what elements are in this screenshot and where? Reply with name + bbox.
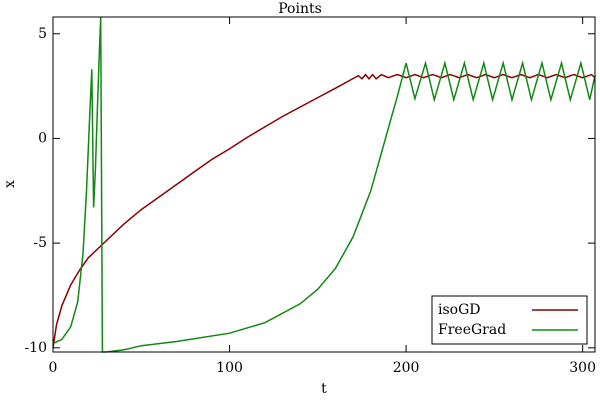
y-tick-label: 0 [38, 130, 47, 146]
x-tick-label: 100 [216, 360, 243, 376]
x-tick-label: 300 [569, 360, 596, 376]
x-tick-label: 200 [393, 360, 420, 376]
legend-label: FreeGrad [438, 322, 506, 338]
x-tick-label: 0 [49, 360, 58, 376]
legend-box [431, 295, 588, 345]
series-line [52, 16, 596, 353]
y-tick-label: -10 [24, 340, 47, 356]
y-tick-label: 5 [38, 26, 47, 42]
legend-label: isoGD [438, 302, 481, 318]
y-tick-label: -5 [33, 235, 47, 251]
plot-frame [52, 16, 596, 353]
chart-title: Points [278, 1, 322, 17]
x-axis-label: t [321, 381, 327, 397]
y-axis-label: x [2, 180, 18, 188]
